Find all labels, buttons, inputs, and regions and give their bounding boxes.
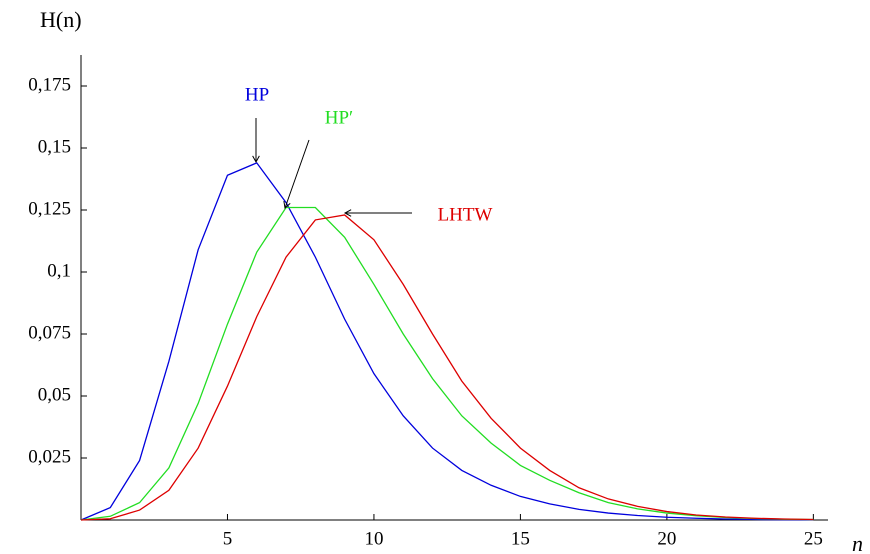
x-axis-label: n	[852, 531, 863, 554]
arrow	[284, 139, 310, 209]
x-tick-label: 15	[511, 528, 530, 549]
x-tick-label: 20	[657, 528, 676, 549]
line	[80, 214, 814, 521]
arrow-head	[252, 155, 260, 164]
series-label: HP	[245, 84, 269, 105]
line	[80, 206, 814, 521]
x-tick-label: 5	[223, 528, 233, 549]
line	[80, 162, 814, 521]
x-tick-label: 25	[804, 528, 823, 549]
arrow-head	[283, 201, 291, 209]
y-tick-label: 0,125	[28, 198, 71, 219]
series-label: LHTW	[438, 204, 493, 225]
arrow-head	[343, 209, 352, 217]
y-tick-label: 0,075	[28, 322, 71, 343]
y-axis-label: H(n)	[40, 7, 82, 32]
series-label: HP′	[325, 107, 353, 128]
x-tick-label: 10	[364, 528, 383, 549]
y-tick-label: 0,05	[38, 384, 71, 405]
y-tick-label: 0,1	[47, 260, 71, 281]
y-tick-label: 0,15	[38, 136, 71, 157]
y-tick-label: 0,175	[28, 74, 71, 95]
y-tick-label: 0,025	[28, 446, 71, 467]
